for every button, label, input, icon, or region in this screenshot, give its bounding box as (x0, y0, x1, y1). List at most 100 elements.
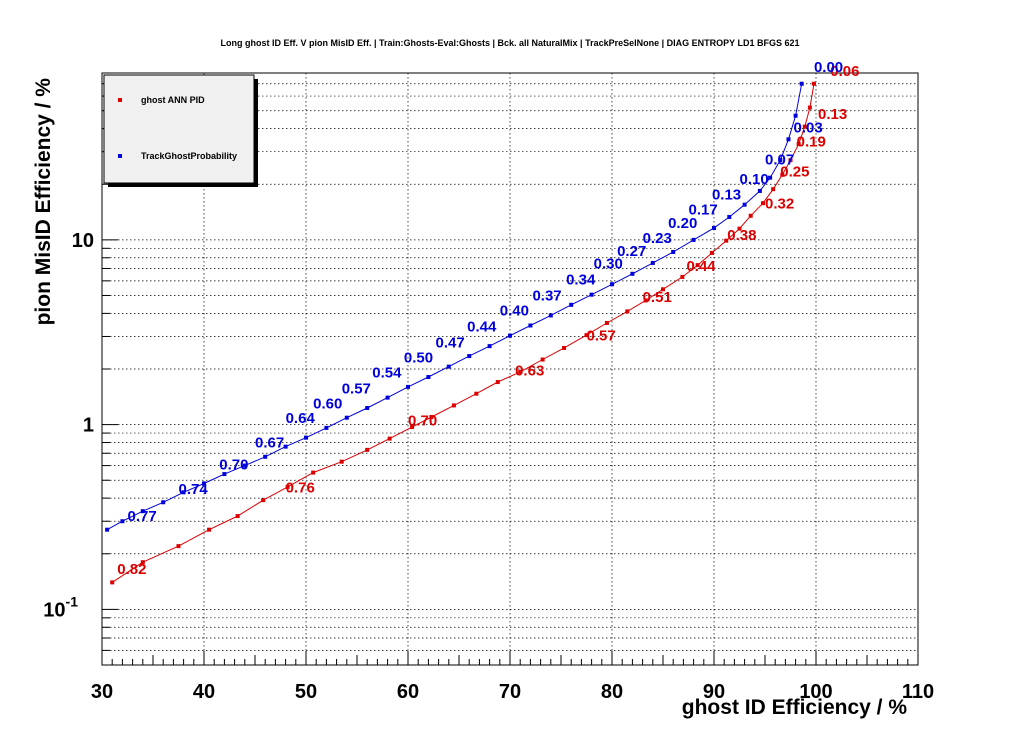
data-point (406, 384, 410, 389)
point-label: 0.44 (467, 318, 497, 335)
data-point (737, 226, 742, 231)
data-point (680, 274, 685, 279)
data-point (304, 435, 308, 440)
data-point (727, 214, 732, 219)
data-point (283, 444, 288, 449)
point-label: 0.76 (286, 479, 315, 496)
data-point (771, 187, 776, 192)
data-point (176, 544, 181, 549)
data-point (110, 580, 115, 585)
y-tick-label: 10 (72, 230, 94, 252)
point-label: 0.19 (797, 134, 826, 151)
data-point (467, 354, 472, 359)
data-point (786, 137, 791, 142)
data-point (661, 287, 665, 292)
data-point (222, 472, 227, 477)
grid (102, 73, 918, 665)
point-label: 0.06 (830, 63, 859, 80)
data-point (724, 238, 729, 243)
data-point (263, 454, 268, 459)
data-point (695, 263, 700, 268)
point-label: 0.37 (532, 287, 561, 304)
data-point (650, 260, 655, 265)
point-label: 0.57 (587, 328, 616, 345)
data-point (207, 527, 212, 532)
point-label: 0.40 (500, 302, 529, 319)
data-point (518, 369, 523, 374)
data-point (261, 498, 266, 503)
point-label: 0.10 (740, 171, 769, 188)
data-point (344, 415, 349, 420)
data-point (410, 425, 415, 430)
data-point (385, 395, 390, 400)
data-point (712, 225, 716, 230)
data-point (757, 188, 762, 193)
data-point (324, 425, 329, 430)
data-point (584, 333, 589, 338)
data-point (426, 375, 431, 380)
point-label: 0.67 (255, 435, 284, 452)
data-point (671, 249, 676, 254)
data-point (140, 560, 145, 565)
series-line (111, 83, 815, 583)
x-tick-label: 30 (91, 681, 113, 703)
series-layer (105, 81, 816, 585)
data-point (540, 357, 545, 362)
point-label: 0.64 (286, 410, 316, 427)
data-point (748, 213, 753, 218)
point-labels: 0.82 0.76 0.70 0.63 0.57 0.51 0.44 0.38 0.32 0.25… (117, 59, 859, 578)
data-point (643, 298, 648, 303)
legend-label: TrackGhostProbability (141, 151, 237, 161)
data-point (487, 344, 492, 349)
data-point (161, 500, 166, 505)
data-point (242, 463, 247, 468)
x-tick-label: 90 (703, 681, 725, 703)
legend-marker (118, 154, 122, 158)
point-label: 0.03 (794, 120, 823, 137)
data-point (365, 406, 370, 411)
data-point (780, 172, 785, 177)
data-point (181, 490, 186, 495)
x-tick-label: 40 (193, 681, 215, 703)
data-point (778, 158, 783, 163)
data-point (285, 484, 290, 489)
point-label: 0.60 (313, 396, 342, 413)
data-point (807, 105, 812, 110)
legend-label: ghost ANN PID (141, 95, 205, 105)
x-tick-label: 110 (902, 681, 934, 703)
data-point (339, 459, 344, 464)
data-point (508, 333, 512, 338)
point-label: 0.44 (686, 258, 716, 275)
y-tick-label: 1 (83, 415, 94, 437)
point-label: 0.34 (566, 271, 596, 288)
data-point (202, 481, 206, 486)
legend: ghost ANN PID TrackGhostProbability (103, 74, 258, 187)
data-point (610, 282, 614, 287)
data-point (604, 320, 609, 325)
data-point (120, 519, 125, 524)
point-label: 0.25 (780, 164, 809, 181)
data-point (799, 81, 804, 86)
data-point (528, 323, 533, 328)
x-tick-label: 70 (499, 681, 521, 703)
data-point (451, 403, 456, 408)
point-label: 0.17 (689, 202, 718, 219)
data-point (742, 202, 747, 207)
point-label: 0.70 (219, 457, 248, 474)
point-label: 0.23 (643, 230, 672, 247)
point-label: 0.51 (643, 289, 672, 306)
data-point (365, 447, 370, 452)
data-point (625, 309, 630, 314)
point-label: 0.54 (372, 364, 402, 381)
data-point (235, 514, 240, 519)
data-point (709, 250, 714, 255)
x-tick-label: 80 (601, 681, 623, 703)
y-axis-title: pion MisID Efficiency / % (32, 78, 55, 326)
point-label: 0.13 (712, 187, 741, 204)
data-point (474, 391, 479, 396)
point-label: 0.70 (408, 412, 437, 429)
chart-title: Long ghost ID Eff. V pion MisID Eff. | T… (220, 38, 799, 48)
